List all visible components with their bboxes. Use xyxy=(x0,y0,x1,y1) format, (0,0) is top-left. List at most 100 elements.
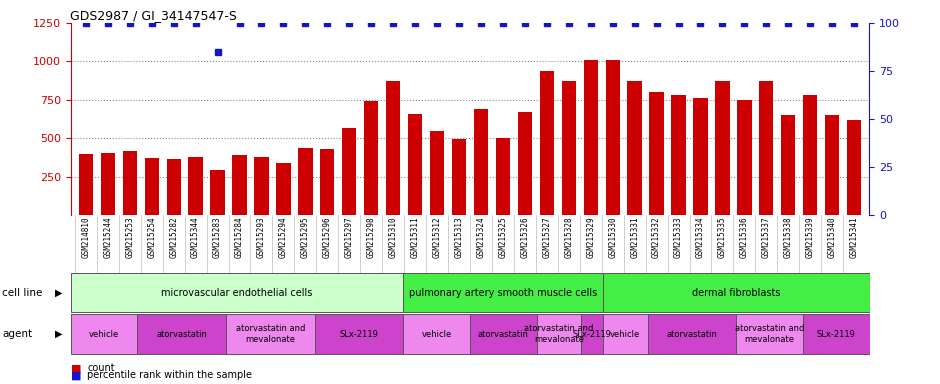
Text: atorvastatin and
mevalonate: atorvastatin and mevalonate xyxy=(236,324,305,344)
Bar xyxy=(211,170,225,215)
Text: GSM215337: GSM215337 xyxy=(761,217,771,258)
Text: GSM215253: GSM215253 xyxy=(125,217,134,258)
Bar xyxy=(315,314,403,354)
Bar xyxy=(737,100,751,215)
Text: GSM215335: GSM215335 xyxy=(718,217,727,258)
Text: ■: ■ xyxy=(70,363,81,373)
Bar xyxy=(715,81,729,215)
Text: GSM214810: GSM214810 xyxy=(82,217,90,258)
Bar xyxy=(803,314,870,354)
Text: GSM215338: GSM215338 xyxy=(784,217,792,258)
Text: GSM215282: GSM215282 xyxy=(169,217,179,258)
Text: GSM215341: GSM215341 xyxy=(850,217,858,258)
Bar xyxy=(603,273,870,312)
Text: GSM215333: GSM215333 xyxy=(674,217,683,258)
Text: GSM215339: GSM215339 xyxy=(806,217,815,258)
Bar xyxy=(803,95,818,215)
Text: ▶: ▶ xyxy=(55,288,62,298)
Text: pulmonary artery smooth muscle cells: pulmonary artery smooth muscle cells xyxy=(409,288,598,298)
Text: GSM215254: GSM215254 xyxy=(148,217,156,258)
Text: vehicle: vehicle xyxy=(610,329,640,339)
Bar xyxy=(540,71,554,215)
Bar xyxy=(403,314,470,354)
Text: GSM215313: GSM215313 xyxy=(455,217,463,258)
Text: GSM215328: GSM215328 xyxy=(564,217,573,258)
Text: atorvastatin: atorvastatin xyxy=(666,329,717,339)
Text: GSM215311: GSM215311 xyxy=(411,217,419,258)
Text: GSM215336: GSM215336 xyxy=(740,217,749,258)
Bar xyxy=(364,101,379,215)
Text: agent: agent xyxy=(2,329,32,339)
Bar xyxy=(781,115,795,215)
Bar xyxy=(386,81,400,215)
Text: GSM215344: GSM215344 xyxy=(191,217,200,258)
Bar xyxy=(825,115,839,215)
Text: GSM215296: GSM215296 xyxy=(322,217,332,258)
Bar xyxy=(474,109,488,215)
Bar xyxy=(736,314,803,354)
Bar xyxy=(847,120,861,215)
Bar xyxy=(408,114,422,215)
Bar xyxy=(650,92,664,215)
Text: GSM215330: GSM215330 xyxy=(608,217,618,258)
Text: GSM215325: GSM215325 xyxy=(498,217,508,258)
Bar xyxy=(226,314,315,354)
Text: GSM215293: GSM215293 xyxy=(257,217,266,258)
Text: GSM215334: GSM215334 xyxy=(696,217,705,258)
Text: count: count xyxy=(87,363,115,373)
Bar xyxy=(648,314,736,354)
Bar xyxy=(760,81,774,215)
Text: GSM215298: GSM215298 xyxy=(367,217,376,258)
Bar xyxy=(79,154,93,215)
Bar xyxy=(255,157,269,215)
Text: cell line: cell line xyxy=(2,288,42,298)
Text: microvascular endothelial cells: microvascular endothelial cells xyxy=(162,288,313,298)
Bar xyxy=(452,139,466,215)
Bar xyxy=(298,148,312,215)
Bar xyxy=(189,157,203,215)
Bar xyxy=(232,155,246,215)
Text: GSM215331: GSM215331 xyxy=(630,217,639,258)
Bar xyxy=(581,314,603,354)
Text: vehicle: vehicle xyxy=(421,329,452,339)
Bar xyxy=(145,158,159,215)
Text: GSM215310: GSM215310 xyxy=(388,217,398,258)
Text: GSM215297: GSM215297 xyxy=(345,217,353,258)
Text: SLx-2119: SLx-2119 xyxy=(817,329,855,339)
Bar xyxy=(694,98,708,215)
Bar xyxy=(537,314,581,354)
Bar xyxy=(495,138,510,215)
Text: GDS2987 / GI_34147547-S: GDS2987 / GI_34147547-S xyxy=(70,9,238,22)
Text: GSM215324: GSM215324 xyxy=(477,217,485,258)
Text: SLx-2119: SLx-2119 xyxy=(339,329,379,339)
Text: dermal fibroblasts: dermal fibroblasts xyxy=(692,288,780,298)
Bar xyxy=(137,314,226,354)
Bar xyxy=(122,151,137,215)
Text: GSM215283: GSM215283 xyxy=(213,217,222,258)
Text: atorvastatin: atorvastatin xyxy=(156,329,207,339)
Bar xyxy=(628,81,642,215)
Bar xyxy=(166,159,180,215)
Bar xyxy=(603,314,648,354)
Bar xyxy=(276,163,290,215)
Text: GSM215329: GSM215329 xyxy=(587,217,595,258)
Text: percentile rank within the sample: percentile rank within the sample xyxy=(87,370,253,380)
Bar xyxy=(430,131,445,215)
Bar xyxy=(70,273,403,312)
Text: GSM215284: GSM215284 xyxy=(235,217,244,258)
Text: ▶: ▶ xyxy=(55,329,62,339)
Bar xyxy=(470,314,537,354)
Bar xyxy=(321,149,335,215)
Bar xyxy=(584,60,598,215)
Bar xyxy=(403,273,603,312)
Text: atorvastatin and
mevalonate: atorvastatin and mevalonate xyxy=(525,324,593,344)
Bar xyxy=(70,314,137,354)
Text: GSM215294: GSM215294 xyxy=(279,217,288,258)
Text: GSM215312: GSM215312 xyxy=(432,217,442,258)
Text: GSM215332: GSM215332 xyxy=(652,217,661,258)
Text: vehicle: vehicle xyxy=(88,329,119,339)
Bar xyxy=(561,81,576,215)
Bar xyxy=(101,153,115,215)
Bar xyxy=(342,128,356,215)
Bar xyxy=(518,112,532,215)
